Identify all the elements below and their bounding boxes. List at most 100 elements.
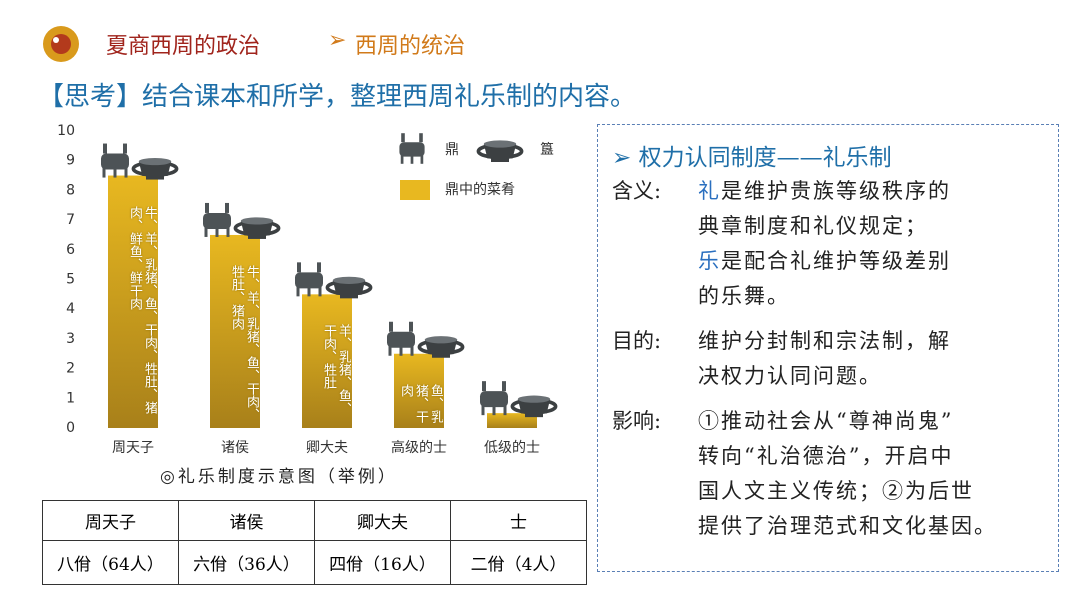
text-line: 转向“礼治德治”，开启中 [698,444,954,468]
ding-body [101,153,129,170]
gui-rim [517,395,551,403]
ding-icon [387,321,415,356]
gui-foot [248,235,266,239]
gui-foot [146,175,164,180]
table-cell: 六佾（36人） [178,540,315,585]
bar [394,353,444,428]
table-header: 周天子 [42,500,179,541]
ding-leg [204,226,208,237]
ding-leg [410,345,414,356]
text-line: 乐是配合礼维护等级差别 [698,249,951,273]
x-tick-label: 卿大夫 [306,440,348,456]
ding-ear [205,202,209,213]
ding-icon [101,143,129,178]
ding-icon [295,262,323,297]
text-line: 维护分封制和宗法制，解 [698,329,951,353]
panel-item: 影响: ①推动社会从“尊神尚鬼” 转向“礼治德治”，开启中 国人文主义传统；②为后世提… [612,404,1052,544]
gui-body [138,161,172,176]
heading-text: 权力认同制度——礼乐制 [638,145,892,171]
ding-body [203,212,231,229]
ding-leg [388,345,392,356]
gui-icon [417,336,465,358]
table-header: 士 [450,500,587,541]
gui-foot [432,354,450,358]
ding-leg [492,405,496,416]
ding-leg [215,226,219,237]
item-label: 影响: [612,409,662,433]
ding-leg [410,154,414,164]
gui-icon [510,395,558,418]
gui-icon [131,157,179,180]
y-tick-label: 0 [66,420,75,436]
y-tick-label: 8 [66,182,75,198]
table-header: 卿大夫 [314,500,451,541]
text-line: ①推动社会从“尊神尚鬼” [698,409,954,433]
bar-label: 羊、乳猪、鱼、干肉、牲肚 [321,324,351,416]
table-cell: 四佾（16人） [314,540,451,585]
gui-rim [138,157,172,166]
gui-body [517,399,551,414]
gui-body [424,339,458,355]
arrow: ➢ [328,28,347,53]
bar-label: 鱼、乳猪、干肉 [398,383,443,423]
ding-body [399,142,425,157]
legend-label: 簋 [540,142,554,158]
panel-items: 含义: 礼是维护贵族等级秩序的 典章制度和礼仪规定； 乐是配合礼维护等级差别 的乐舞。目… [612,174,1052,554]
ding-ear [502,381,506,392]
gui-body [483,144,517,159]
ding-body [295,272,323,289]
x-tick-label: 诸侯 [221,440,249,456]
ding-ear [401,133,405,143]
item-label: 目的: [612,329,662,353]
x-tick-label: 周天子 [112,440,154,456]
ding-leg [102,167,106,178]
ding-ear [103,143,107,154]
ding-leg [124,167,128,178]
text-line: 典章制度和礼仪规定； [698,214,928,238]
ding-leg [503,405,507,416]
y-tick-label: 1 [66,390,75,406]
item-text: 礼是维护贵族等级秩序的 典章制度和礼仪规定； 乐是配合礼维护等级差别 的乐舞。 [698,174,951,314]
ding-leg [420,154,424,164]
table-cell: 二佾（4人） [450,540,587,585]
ding-leg [296,286,300,297]
ding-ear [297,262,301,273]
y-tick-label: 7 [66,212,75,228]
item-text: 维护分封制和宗法制，解 决权力认同问题。 [698,324,951,394]
gui-rim [483,140,517,148]
bar [108,175,158,428]
legend-label: 鼎中的菜肴 [445,182,515,198]
ding-ear [419,133,423,143]
y-tick-label: 6 [66,242,75,258]
bar [487,413,537,428]
text-line: 提供了治理范式和文化基因。 [698,514,997,538]
y-tick-label: 10 [57,123,75,139]
y-tick-label: 2 [66,361,75,377]
text-line: 礼是维护贵族等级秩序的 [698,179,951,203]
prompt: 【思考】结合课本和所学，整理西周礼乐制的内容。 [38,82,637,112]
ding-icon [480,381,508,416]
header-title: 夏商西周的政治 [106,34,261,59]
gui-rim [332,276,366,284]
ding-ear [123,143,127,154]
x-tick-label: 高级的士 [391,439,447,456]
ding-leg [399,345,403,356]
item-label: 含义: [612,179,662,203]
y-tick-label: 9 [66,153,75,169]
gui-foot [491,158,509,162]
ding-ear [482,381,486,392]
gui-body [332,280,366,295]
ding-body [387,331,415,348]
dragon-icon [43,26,79,62]
y-tick-label: 5 [66,272,75,288]
table-header: 诸侯 [178,500,315,541]
ding-leg [113,167,117,178]
gui-rim [240,217,274,225]
legend-swatch [400,180,430,200]
ding-leg [307,286,311,297]
ding-body [480,391,508,408]
gui-rim [424,336,458,344]
arrow: ➢ [612,145,639,171]
